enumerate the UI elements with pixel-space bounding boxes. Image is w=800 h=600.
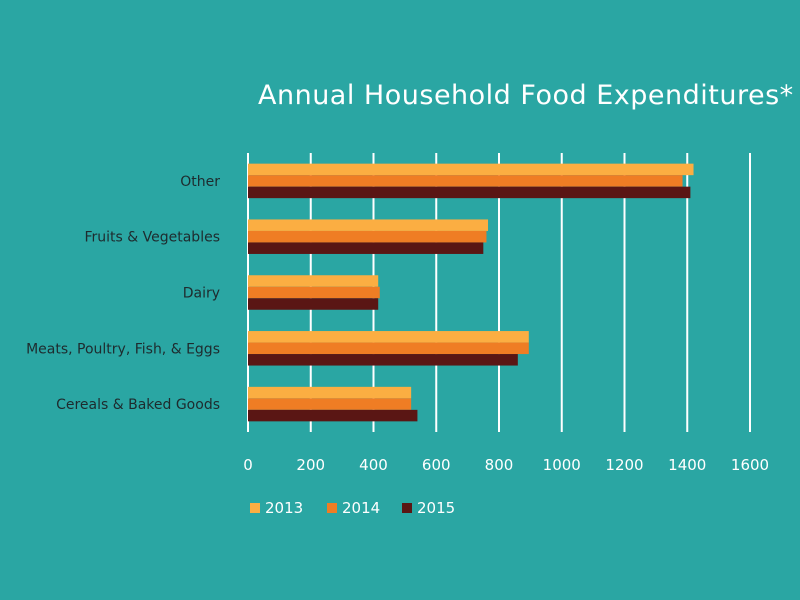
- bar-2015-3: [248, 298, 379, 310]
- legend-swatch-2014: [327, 503, 337, 513]
- x-tick-label: 1200: [605, 456, 643, 474]
- bar-2014-4: [248, 342, 529, 355]
- x-tick-label: 400: [359, 456, 388, 474]
- x-tick-label: 200: [296, 456, 325, 474]
- x-tick-label: 600: [422, 456, 451, 474]
- category-label: Fruits & Vegetables: [84, 230, 220, 246]
- bar-2014-3: [248, 286, 380, 299]
- x-tick-label: 1400: [668, 456, 706, 474]
- x-tick-label: 1000: [543, 456, 581, 474]
- legend-label-2013: 2013: [265, 499, 303, 517]
- category-label: Other: [180, 174, 220, 190]
- legend-label-2014: 2014: [342, 499, 380, 517]
- x-tick-label: 800: [485, 456, 514, 474]
- bar-2014-1: [248, 175, 683, 187]
- bar-2013-5: [248, 386, 412, 399]
- bar-2013-3: [248, 275, 379, 287]
- bar-2013-1: [248, 163, 694, 176]
- bar-2015-4: [248, 354, 518, 366]
- x-tick-label: 1600: [731, 456, 769, 474]
- bar-2015-5: [248, 409, 418, 422]
- bar-2014-2: [248, 230, 487, 243]
- category-label: Meats, Poultry, Fish, & Eggs: [26, 341, 220, 357]
- legend-swatch-2013: [250, 503, 260, 513]
- bar-2015-2: [248, 242, 484, 254]
- bar-2014-5: [248, 398, 412, 410]
- bar-2013-4: [248, 331, 529, 343]
- bar-2015-1: [248, 186, 691, 199]
- legend-label-2015: 2015: [417, 499, 455, 517]
- x-tick-label: 0: [243, 456, 253, 474]
- legend-swatch-2015: [402, 503, 412, 513]
- bar-2013-2: [248, 219, 489, 231]
- chart-title: Annual Household Food Expenditures*: [258, 80, 794, 111]
- category-label: Dairy: [183, 286, 220, 302]
- category-label: Cereals & Baked Goods: [56, 397, 220, 413]
